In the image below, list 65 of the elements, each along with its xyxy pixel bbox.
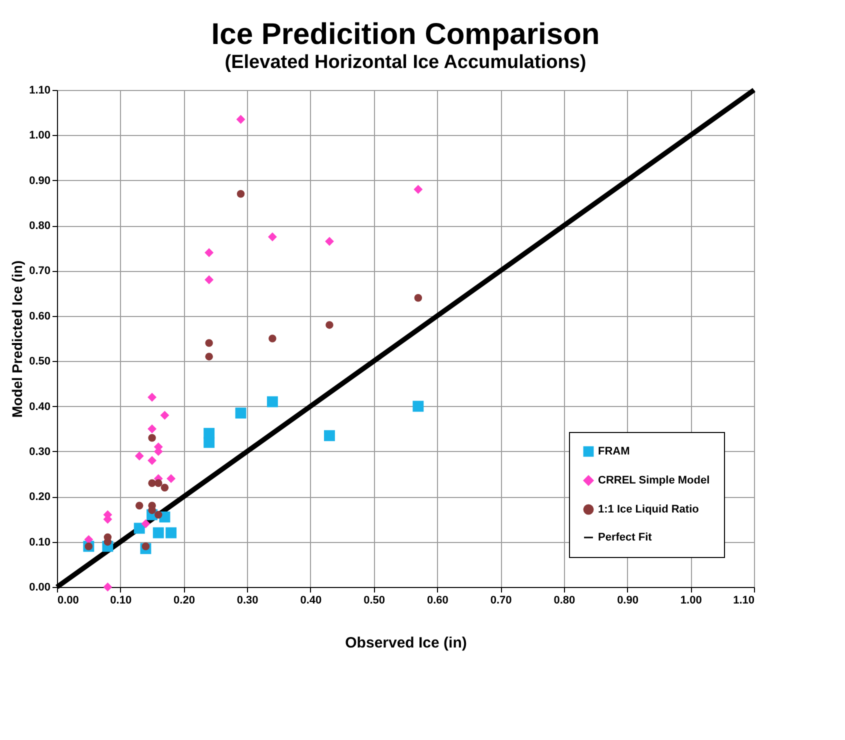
x-tick-label: 0.90 bbox=[617, 594, 638, 606]
y-tick-label: 0.40 bbox=[29, 400, 50, 413]
point bbox=[266, 396, 278, 408]
point bbox=[268, 232, 277, 242]
x-tick-label: 0.60 bbox=[426, 594, 448, 606]
point bbox=[166, 474, 176, 484]
point bbox=[160, 410, 170, 420]
y-tick-label: 0.50 bbox=[29, 356, 50, 368]
y-tick-label: 0.60 bbox=[29, 310, 50, 322]
y-tick-label: 0.90 bbox=[29, 174, 50, 187]
legend-label: 1:1 Ice Liquid Ratio bbox=[598, 504, 700, 516]
y-tick-label: 0.10 bbox=[29, 536, 50, 548]
chart-subtitle: (Elevated Horizontal Ice Accumulations) bbox=[224, 52, 586, 73]
point bbox=[166, 527, 177, 538]
y-axis-title: Model Predicted Ice (in) bbox=[9, 260, 26, 418]
point bbox=[141, 519, 150, 528]
x-tick-label: 0.40 bbox=[300, 594, 322, 606]
y-tick-label: 0.00 bbox=[29, 582, 50, 594]
point bbox=[205, 352, 213, 360]
x-tick-label: 0.50 bbox=[364, 594, 386, 606]
point bbox=[414, 294, 422, 302]
point bbox=[148, 434, 156, 442]
point bbox=[204, 248, 214, 258]
point bbox=[134, 452, 144, 460]
point bbox=[205, 339, 213, 347]
y-tick-label: 0.30 bbox=[29, 446, 50, 458]
x-tick-label: 0.20 bbox=[174, 594, 195, 606]
point bbox=[204, 428, 215, 439]
point bbox=[152, 527, 164, 538]
x-tick-label: 1.10 bbox=[733, 594, 754, 606]
point bbox=[142, 542, 150, 550]
y-tick-label: 0.70 bbox=[29, 265, 50, 278]
point bbox=[412, 400, 424, 412]
point bbox=[103, 582, 112, 592]
x-tick-label: 0.30 bbox=[236, 594, 258, 606]
point bbox=[236, 190, 245, 198]
x-axis-title: Observed Ice (in) bbox=[345, 634, 467, 652]
chart-title: Ice Predicition Comparison bbox=[211, 18, 600, 51]
point bbox=[160, 484, 169, 492]
point bbox=[154, 479, 162, 487]
point bbox=[326, 321, 334, 329]
point bbox=[148, 392, 157, 402]
y-tick-label: 0.80 bbox=[29, 220, 50, 232]
point bbox=[235, 408, 246, 419]
point bbox=[204, 275, 214, 284]
x-tick-label: 1.00 bbox=[680, 594, 702, 606]
legend-label: FRAM bbox=[598, 446, 630, 458]
y-tick-label: 0.20 bbox=[29, 491, 50, 504]
point bbox=[148, 424, 157, 434]
y-tick-label: 1.10 bbox=[29, 84, 50, 96]
legend-label: Perfect Fit bbox=[598, 532, 652, 544]
point bbox=[324, 430, 335, 442]
x-tick-label: 0.70 bbox=[490, 594, 512, 606]
x-tick-label: 0.80 bbox=[554, 594, 576, 606]
point bbox=[148, 456, 157, 465]
point bbox=[414, 184, 423, 194]
x-tick-label: 0.00 bbox=[58, 594, 79, 606]
point bbox=[154, 510, 162, 519]
y-tick-label: 1.00 bbox=[29, 130, 50, 142]
point bbox=[236, 114, 246, 124]
point bbox=[136, 502, 144, 510]
point bbox=[268, 334, 276, 342]
legend-label: CRREL Simple Model bbox=[598, 474, 710, 486]
x-tick-label: 0.10 bbox=[110, 594, 132, 606]
point bbox=[324, 236, 334, 246]
